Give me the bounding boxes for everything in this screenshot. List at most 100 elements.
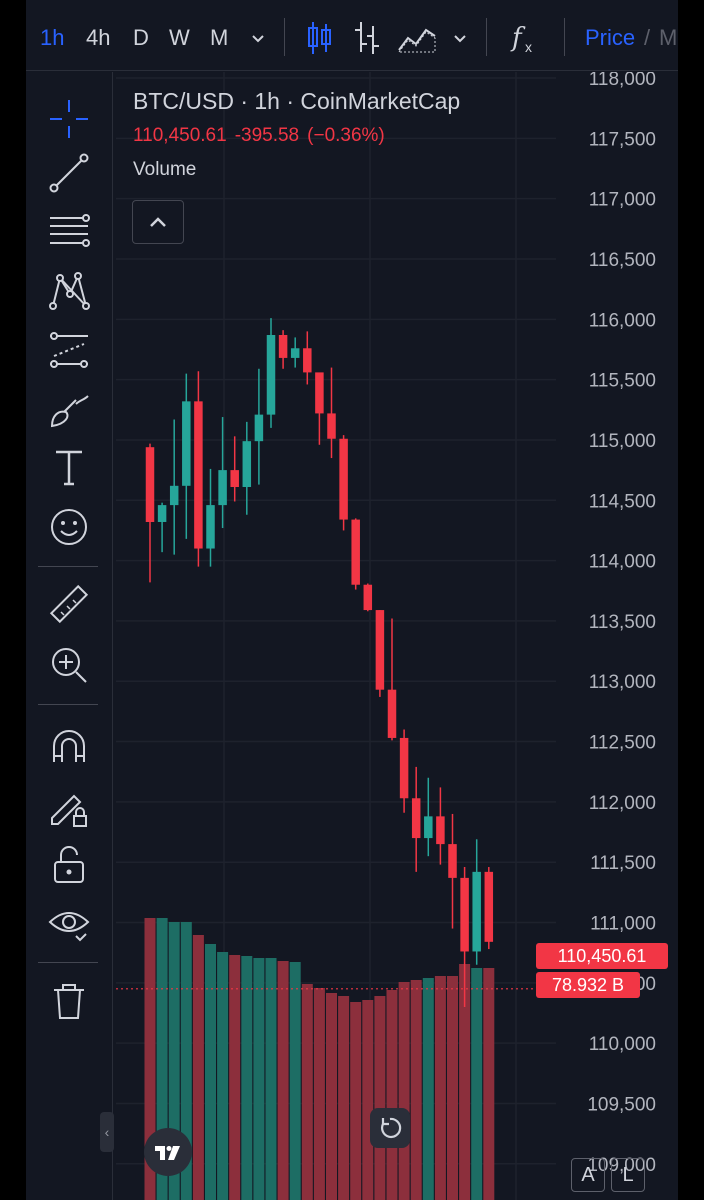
forecast-icon[interactable] <box>46 326 92 372</box>
candle-body <box>339 438 348 520</box>
volume-bar <box>459 964 471 1200</box>
y-tick-label: 115,500 <box>589 371 656 392</box>
tools-divider <box>38 566 98 567</box>
volume-bar <box>180 922 192 1200</box>
eye-icon[interactable] <box>46 900 92 946</box>
lock-drawing-icon[interactable] <box>46 784 92 830</box>
y-tick-label: 111,500 <box>590 853 656 874</box>
chevron-up-icon <box>150 217 166 227</box>
candle-body <box>242 441 252 488</box>
log-scale-button[interactable]: L <box>611 1158 645 1192</box>
y-tick-label: 113,000 <box>589 672 656 693</box>
emoji-icon[interactable] <box>46 504 92 550</box>
ruler-icon[interactable] <box>46 582 92 628</box>
y-tick-label: 115,000 <box>589 431 656 452</box>
candle-body <box>363 584 373 611</box>
y-tick-label: 118,000 <box>589 72 656 90</box>
volume-bar <box>217 952 229 1200</box>
trend-line-icon[interactable] <box>46 150 92 196</box>
candle-body <box>303 348 312 373</box>
volume-bar <box>410 980 422 1200</box>
volume-bar <box>229 955 241 1200</box>
volume-bar <box>144 918 156 1200</box>
lock-icon[interactable] <box>46 842 92 888</box>
volume-bar <box>374 996 386 1200</box>
y-tick-label: 111,000 <box>590 914 656 935</box>
toolbar-divider <box>564 18 565 56</box>
pattern-icon[interactable] <box>46 268 92 314</box>
y-tick-label: 113,500 <box>589 612 656 633</box>
last-price-tag: 110,450.61 <box>536 943 668 969</box>
volume-bar <box>362 1000 374 1200</box>
text-icon[interactable] <box>46 444 92 490</box>
auto-scale-button[interactable]: A <box>571 1158 605 1192</box>
zoom-in-icon[interactable] <box>46 642 92 688</box>
y-tick-label: 112,500 <box>589 733 656 754</box>
volume-bar <box>241 956 253 1200</box>
trash-icon[interactable] <box>46 978 92 1024</box>
y-tick-label: 117,500 <box>589 129 656 150</box>
volume-label[interactable]: Volume <box>133 159 197 180</box>
magnet-icon[interactable] <box>46 724 92 770</box>
legend-collapse-button[interactable] <box>132 200 184 244</box>
volume-bar <box>350 1002 362 1200</box>
candle-body <box>399 737 409 799</box>
volume-tag: 78.932 B <box>536 972 640 998</box>
candle-body <box>460 877 469 952</box>
candles-icon[interactable] <box>304 18 334 54</box>
volume-bar <box>205 944 216 1200</box>
y-tick-label: 117,000 <box>589 190 656 211</box>
svg-text:x: x <box>525 39 532 55</box>
interval-1h[interactable]: 1h <box>40 25 65 50</box>
volume-bar <box>301 984 313 1200</box>
volume-bar <box>156 918 168 1200</box>
candle-body <box>145 447 155 522</box>
bars-icon[interactable] <box>352 18 382 54</box>
volume-bar <box>277 961 289 1200</box>
candle-body <box>327 413 336 439</box>
candle-body <box>182 401 191 486</box>
fib-retracement-icon[interactable] <box>46 208 92 254</box>
brush-icon[interactable] <box>46 386 92 432</box>
scale-slash: / <box>644 25 651 50</box>
drawing-toolbar <box>26 72 113 1200</box>
candle-body <box>254 414 264 442</box>
volume-bar <box>192 935 204 1200</box>
reset-chart-button[interactable] <box>370 1108 410 1148</box>
volume-bar <box>253 958 265 1200</box>
price-scale-button[interactable]: Price <box>585 25 636 50</box>
reset-icon <box>381 1117 402 1138</box>
scale-cut-label[interactable]: M <box>659 25 678 50</box>
volume-bar <box>289 962 301 1200</box>
volume-bar <box>313 988 325 1200</box>
price-chart[interactable]: 118,000 117,500 117,000 116,500 116,000 115,5… <box>116 72 678 1200</box>
interval-d[interactable]: D <box>133 25 149 50</box>
volume-bar <box>447 976 458 1200</box>
interval-w[interactable]: W <box>169 25 190 50</box>
volume-bar <box>483 968 495 1200</box>
y-tick-label: 110,000 <box>589 1034 656 1055</box>
candle-body <box>206 505 215 549</box>
volume-bar <box>434 976 446 1200</box>
crosshair-icon[interactable] <box>46 96 92 142</box>
tools-divider <box>38 962 98 963</box>
collapse-toolbar-icon[interactable]: ‹ <box>100 1112 114 1152</box>
candle-body <box>315 372 324 414</box>
volume-bar <box>471 968 483 1200</box>
intervals-chevron-icon[interactable] <box>248 22 268 54</box>
tradingview-logo-icon[interactable] <box>144 1128 192 1176</box>
y-tick-label: 114,000 <box>589 552 656 573</box>
area-chart-icon[interactable] <box>396 18 438 53</box>
price-change: -395.58 <box>234 125 300 146</box>
interval-4h[interactable]: 4h <box>86 25 111 50</box>
candle-body <box>169 485 179 506</box>
interval-m[interactable]: M <box>210 25 229 50</box>
chart-type-chevron-icon[interactable] <box>450 22 470 54</box>
candle-body <box>424 816 433 839</box>
toolbar-divider <box>284 18 285 56</box>
candle-body <box>411 798 421 839</box>
symbol-title[interactable]: BTC/USD · 1h · CoinMarketCap <box>133 88 461 114</box>
